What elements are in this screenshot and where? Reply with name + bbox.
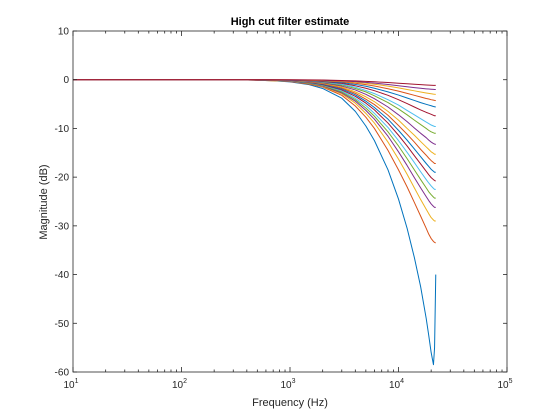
chart-title: High cut filter estimate xyxy=(231,16,350,28)
x-tick-label: 104 xyxy=(389,378,404,391)
y-tick-label: -30 xyxy=(55,221,70,232)
y-tick-label: -60 xyxy=(55,368,70,379)
x-tick-label: 102 xyxy=(172,378,187,391)
y-axis-label: Magnitude (dB) xyxy=(38,164,50,239)
x-axis-label: Frequency (Hz) xyxy=(252,397,328,409)
y-tick-label: 0 xyxy=(63,75,69,86)
y-tick-label: 10 xyxy=(58,27,70,38)
x-tick-label: 105 xyxy=(497,378,512,391)
y-tick-label: -50 xyxy=(55,319,70,330)
x-tick-label: 101 xyxy=(63,378,78,391)
series-line-19 xyxy=(73,79,436,86)
x-tick-label: 103 xyxy=(280,378,295,391)
y-tick-label: -10 xyxy=(55,124,70,135)
y-tick-label: -20 xyxy=(55,173,70,184)
y-tick-label: -40 xyxy=(55,270,70,281)
series-layer xyxy=(73,79,437,366)
